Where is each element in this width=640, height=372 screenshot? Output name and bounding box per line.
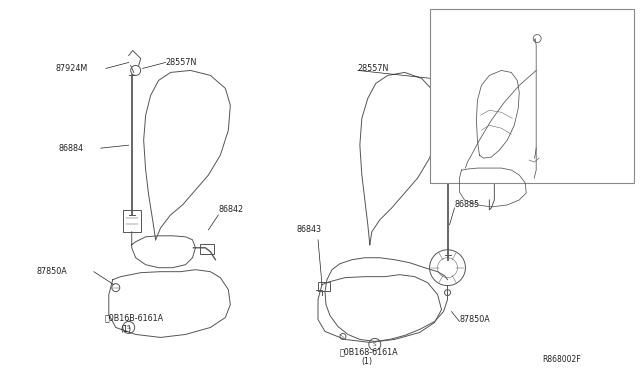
Text: 87850A: 87850A xyxy=(36,267,67,276)
Text: 28557N: 28557N xyxy=(166,58,197,67)
Bar xyxy=(318,282,330,291)
Text: S: S xyxy=(127,325,131,330)
Text: 0B168-6161A: 0B168-6161A xyxy=(340,347,399,356)
Text: S: S xyxy=(373,342,376,347)
Text: 86842: 86842 xyxy=(218,205,243,214)
Bar xyxy=(429,9,634,183)
Text: 87924M: 87924M xyxy=(56,64,88,73)
Bar xyxy=(123,210,141,232)
Text: 86884: 86884 xyxy=(59,144,84,153)
Text: 0B16B-6161A: 0B16B-6161A xyxy=(105,313,164,322)
Text: (1): (1) xyxy=(121,325,132,334)
Text: 87850A: 87850A xyxy=(460,315,490,324)
Text: 86843: 86843 xyxy=(296,225,321,234)
Text: (1): (1) xyxy=(362,357,373,366)
Bar xyxy=(200,244,214,254)
Text: R868002F: R868002F xyxy=(542,355,580,364)
Text: 87824M: 87824M xyxy=(445,158,475,167)
Text: (BELT EXTENDER): (BELT EXTENDER) xyxy=(472,26,532,33)
Text: 86848P: 86848P xyxy=(472,17,498,23)
Text: 28557N: 28557N xyxy=(358,64,389,73)
Text: 86885: 86885 xyxy=(454,201,479,209)
